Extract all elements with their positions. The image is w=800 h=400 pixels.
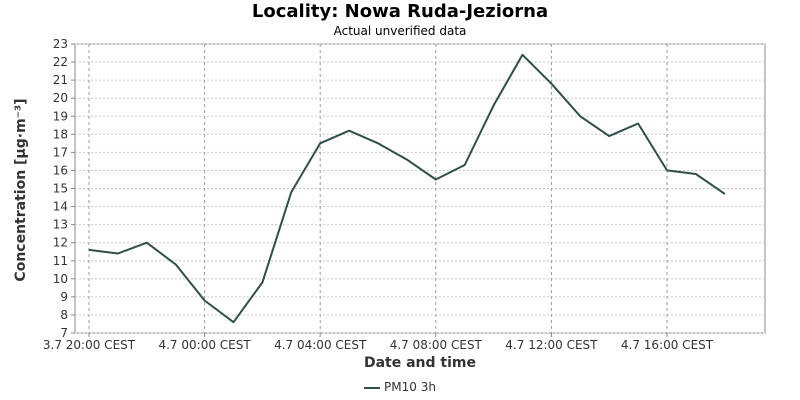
y-tick-label: 12: [53, 236, 68, 250]
x-tick-label: 4.7 00:00 CEST: [158, 338, 251, 352]
data-point: [724, 193, 726, 195]
legend-swatch: [364, 386, 381, 389]
data-point: [319, 142, 321, 144]
y-tick-label: 14: [53, 200, 68, 214]
y-tick-label: 19: [53, 109, 68, 123]
x-tick-label: 4.7 08:00 CEST: [390, 338, 483, 352]
data-point: [261, 281, 263, 283]
data-point: [204, 299, 206, 301]
x-tick-label: 4.7 12:00 CEST: [505, 338, 598, 352]
x-tick-label: 4.7 04:00 CEST: [274, 338, 367, 352]
data-point: [406, 159, 408, 161]
grid-layer: [75, 43, 765, 334]
data-point: [88, 249, 90, 251]
chart-title: Locality: Nowa Ruda-Jeziorna: [251, 1, 549, 22]
y-tick-label: 8: [60, 308, 68, 322]
y-tick-label: 13: [53, 218, 68, 232]
data-point: [522, 54, 523, 56]
data-point: [117, 253, 119, 255]
y-tick-label: 16: [53, 163, 68, 177]
chart-legend: PM10 3h: [0, 380, 800, 394]
y-tick-label: 20: [53, 91, 68, 105]
y-tick-label: 17: [53, 145, 68, 159]
data-point: [290, 191, 292, 193]
data-point: [146, 242, 148, 244]
y-tick-label: 9: [60, 290, 68, 304]
y-tick-label: 23: [53, 37, 68, 51]
data-point: [233, 321, 234, 323]
data-point: [579, 115, 581, 117]
data-point: [493, 104, 495, 106]
y-tick-label: 11: [53, 254, 68, 268]
y-axis-title: Concentration [µg·m⁻³]: [13, 98, 29, 281]
data-point: [348, 130, 350, 132]
y-tick-label: 18: [53, 127, 68, 141]
y-tick-label: 22: [53, 55, 68, 69]
data-point: [695, 173, 697, 175]
data-point: [435, 178, 437, 180]
data-point: [608, 135, 610, 137]
data-point: [175, 263, 177, 265]
data-point: [377, 142, 379, 144]
series-layer: [88, 53, 726, 324]
y-axis: 7 8 9 10 11 12 13 14 15 16 17 18 19 20 21 22 23: [53, 37, 75, 340]
x-axis-title: Date and time: [364, 355, 476, 371]
x-tick-label: 4.7 16:00 CEST: [621, 338, 714, 352]
chart-subtitle: Actual unverified data: [333, 24, 467, 38]
data-point: [464, 164, 466, 166]
data-point: [550, 83, 552, 85]
y-tick-label: 7: [60, 326, 68, 340]
data-point: [637, 122, 639, 124]
y-tick-label: 10: [53, 272, 68, 286]
y-tick-label: 21: [53, 73, 68, 87]
legend-label: PM10 3h: [384, 380, 436, 394]
x-tick-label: 3.7 20:00 CEST: [43, 338, 136, 352]
y-tick-label: 15: [53, 182, 68, 196]
data-point: [666, 169, 668, 171]
x-axis: 3.7 20:00 CEST 4.7 00:00 CEST 4.7 04:00 CE…: [43, 333, 714, 352]
